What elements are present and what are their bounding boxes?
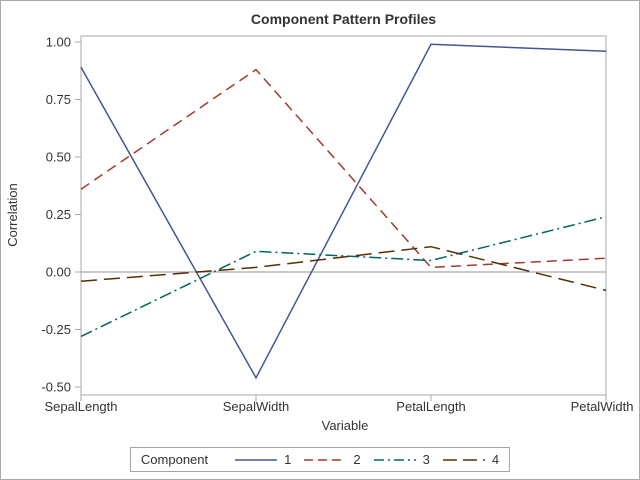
y-axis-title: Correlation bbox=[5, 183, 20, 247]
legend-entry-2: 2 bbox=[303, 452, 361, 467]
y-tick-label: 0.25 bbox=[46, 207, 71, 222]
legend-entries: 1 2 3 4 bbox=[234, 452, 499, 467]
legend-line-swatch bbox=[304, 458, 347, 461]
series-line-3 bbox=[80, 216, 607, 338]
y-tick-label: -0.25 bbox=[41, 322, 71, 337]
legend-line-swatch bbox=[373, 458, 416, 461]
legend-entry-label: 2 bbox=[353, 452, 361, 467]
legend-line-swatch bbox=[442, 458, 485, 461]
legend-entry-3: 3 bbox=[373, 452, 430, 467]
chart-title: Component Pattern Profiles bbox=[250, 11, 437, 27]
legend-entry-label: 1 bbox=[284, 452, 292, 467]
series-line-4 bbox=[80, 245, 607, 292]
legend-entry-label: 3 bbox=[422, 452, 430, 467]
legend-entry-1: 1 bbox=[234, 452, 291, 467]
plot-frame bbox=[80, 35, 607, 396]
legend-entry-label: 4 bbox=[491, 452, 500, 467]
series-line-1 bbox=[80, 43, 607, 380]
legend-entry-4: 4 bbox=[442, 452, 499, 467]
y-tick-label: 1.00 bbox=[46, 35, 71, 50]
series-line-2 bbox=[80, 68, 607, 269]
x-tick-label: PetalLength bbox=[396, 399, 465, 414]
legend: Component 1 2 3 4 bbox=[129, 447, 511, 472]
x-tick-label: SepalLength bbox=[44, 399, 117, 414]
legend-title: Component bbox=[140, 452, 209, 467]
x-tick-label: PetalWidth bbox=[571, 399, 634, 414]
y-tick-label: 0.50 bbox=[46, 150, 71, 165]
legend-line-swatch bbox=[235, 458, 278, 461]
y-tick-label: 0.75 bbox=[46, 92, 71, 107]
x-axis-title: Variable bbox=[322, 418, 369, 433]
y-tick-label: 0.00 bbox=[46, 265, 71, 280]
x-tick-label: SepalWidth bbox=[223, 399, 289, 414]
y-tick-label: -0.50 bbox=[41, 380, 71, 395]
